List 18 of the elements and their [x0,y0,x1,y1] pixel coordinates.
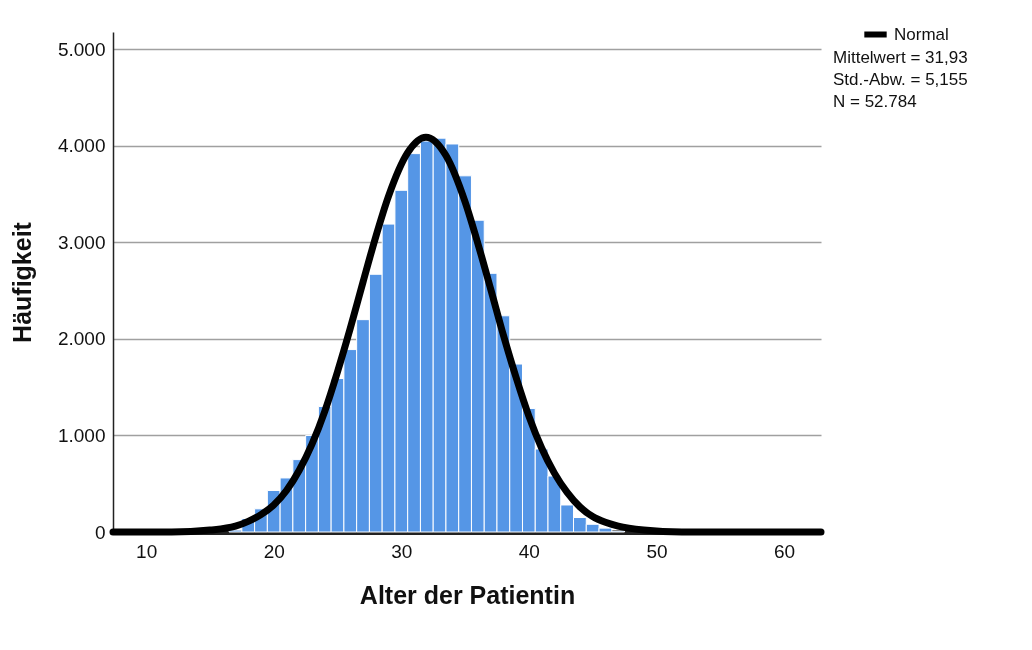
y-axis-title: Häufigkeit [7,221,36,343]
y-tick-label: 5.000 [57,38,106,60]
x-tick-label: 60 [773,540,796,562]
text: N = 52.784 [833,92,917,111]
y-tick-label: 3.000 [57,231,106,253]
y-tick-label: 4.000 [57,135,106,157]
x-tick-label: 40 [518,540,540,562]
x-axis-title: Alter der Patientin [359,580,576,609]
x-tick-label: 20 [263,540,285,562]
y-tick-label: 2.000 [57,328,106,350]
y-tick-label: 0 [94,521,106,543]
x-tick-label: 50 [646,540,668,562]
legend-label: Normal [894,24,949,44]
text: Std.-Abw. = 5,155 [833,70,968,89]
x-tick-label: 10 [136,540,158,562]
text: Mittelwert = 31,93 [833,48,968,67]
y-tick-label: 1.000 [57,424,106,446]
x-tick-label: 30 [391,540,413,562]
